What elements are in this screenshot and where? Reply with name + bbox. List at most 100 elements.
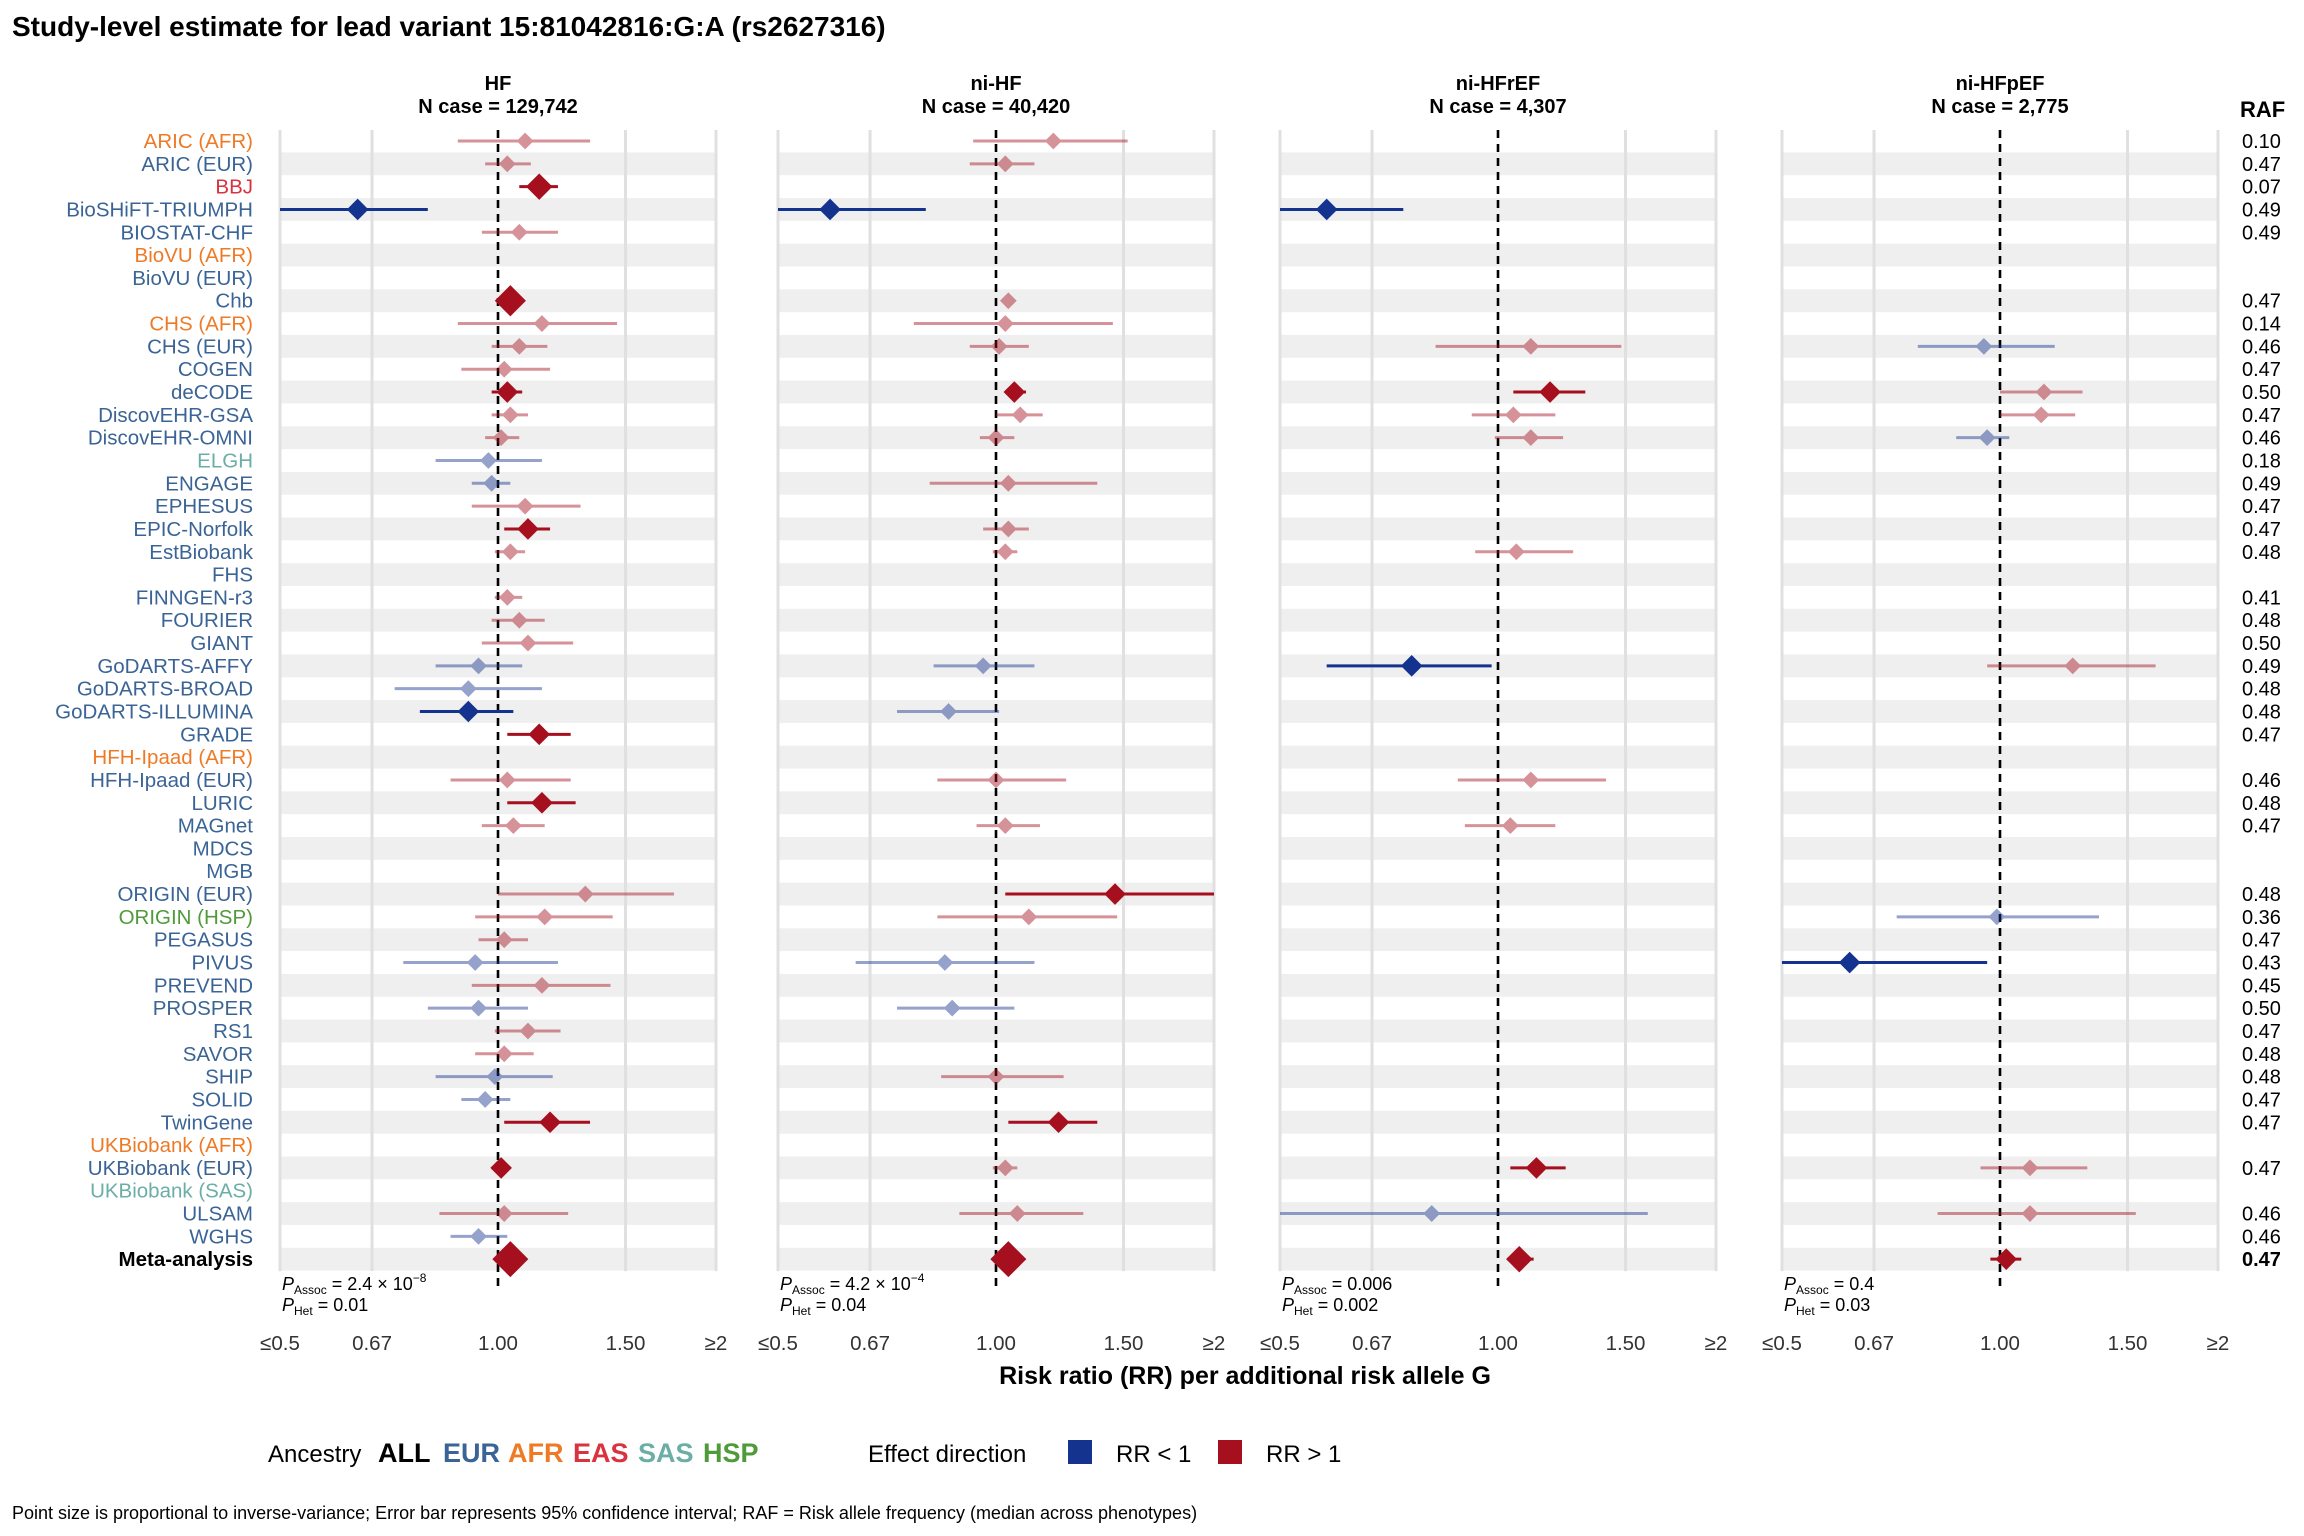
point-estimate [987,771,1005,789]
estimate-point [519,173,558,200]
panel-hf: ≤0.5 0.67 1.00 1.50 ≥2 HFN case = 129,742 PAss… [260,73,727,1355]
row-band [1280,1247,1716,1271]
point-estimate [2021,1159,2039,1177]
estimate-point [1513,381,1586,403]
raf-value: 0.49 [2242,199,2281,221]
legend: Ancestry ALL EUR AFR EAS SAS HSP Effect directi… [268,1438,1341,1468]
legend-ancestry-hsp: HSP [703,1438,759,1468]
study-label: GRADE [180,723,253,746]
row-band [280,426,716,450]
point-estimate [490,1157,512,1179]
point-estimate [940,703,957,720]
study-label: TwinGene [161,1111,253,1134]
study-label: BioVU (AFR) [135,244,253,267]
raf-value: 0.47 [2242,154,2281,176]
estimate-point [494,543,526,561]
raf-value: 0.47 [2242,1089,2281,1111]
p-symbol: P [1784,1274,1796,1294]
row-band [1782,563,2218,586]
point-estimate [516,497,534,515]
study-label: SAVOR [183,1043,253,1066]
estimate-point [1896,908,2100,926]
row-band [778,563,1214,586]
raf-value: 0.47 [2242,816,2281,838]
point-estimate [576,885,594,903]
estimate-point [1917,337,2055,355]
raf-value: 0.48 [2242,702,2281,724]
panel-title: ni-HFpEF [1956,73,2045,95]
point-estimate [987,1068,1005,1086]
estimate-point [913,315,1113,332]
point-estimate [470,999,487,1017]
point-estimate [501,543,519,561]
point-estimate [1995,1248,2018,1270]
study-label: EPHESUS [155,495,253,518]
study-label: Chb [215,290,253,313]
raf-value: 0.45 [2242,975,2281,997]
raf-value: 0.47 [2242,291,2281,313]
estimate-point [855,954,1035,971]
study-label: ARIC (EUR) [141,153,253,176]
raf-value: 0.48 [2242,679,2281,701]
row-band [1280,563,1716,586]
point-estimate [999,520,1017,538]
point-estimate [346,198,369,221]
p-symbol: P [780,1295,792,1315]
estimate-point [461,360,551,378]
row-band [280,563,716,586]
estimate-point [491,381,523,403]
point-estimate [999,292,1017,310]
x-tick-label: 1.00 [1980,1332,2020,1355]
study-label: ORIGIN (EUR) [117,883,253,906]
point-estimate [1020,908,1038,926]
point-estimate [936,954,954,971]
point-estimate [2021,1205,2039,1222]
estimate-point [478,931,528,949]
raf-value: 0.47 [2242,1249,2281,1271]
estimate-point [457,315,618,332]
point-estimate [990,1241,1027,1278]
x-tick-label: ≤0.5 [1260,1332,1300,1355]
p-assoc-value: = 2.4 × 10 [327,1274,413,1294]
point-estimate [996,1159,1014,1177]
study-label: HFH-Ipaad (AFR) [92,746,253,769]
estimate-point [992,543,1018,561]
point-estimate [996,315,1014,332]
estimate-point [2000,383,2083,401]
x-tick-label: 0.67 [352,1332,392,1355]
estimate-point [492,1241,529,1278]
study-label: SOLID [191,1088,253,1111]
raf-value: 0.47 [2242,1021,2281,1043]
study-label: UKBiobank (AFR) [90,1134,253,1157]
estimate-point [973,132,1128,150]
study-label: FINNGEN-r3 [136,586,253,609]
p-het-value: = 0.002 [1313,1295,1379,1315]
point-estimate [1400,655,1423,677]
estimate-point [933,657,1035,675]
study-label: PEGASUS [154,929,253,952]
row-band [1280,198,1716,221]
raf-value: 0.46 [2242,1204,2281,1226]
row-band [1280,1065,1716,1089]
legend-effect-label: RR > 1 [1266,1441,1341,1468]
p-subscript: Het [1294,1304,1313,1318]
point-estimate [516,132,534,150]
point-estimate [526,173,553,200]
point-estimate [495,1045,513,1063]
study-label: LURIC [191,792,253,815]
study-label: DiscovEHR-GSA [98,404,253,427]
row-band [778,1065,1214,1089]
row-band [1280,928,1716,952]
row-band [778,745,1214,769]
row-band [1782,380,2218,404]
raf-value: 0.48 [2242,1044,2281,1066]
point-estimate [996,817,1014,834]
p-assoc-value: = 0.4 [1829,1274,1875,1294]
estimate-point [1326,655,1492,677]
point-estimate [943,999,961,1017]
estimate-point [490,1157,512,1179]
raf-value: 0.47 [2242,519,2281,541]
estimate-point [969,337,1029,355]
